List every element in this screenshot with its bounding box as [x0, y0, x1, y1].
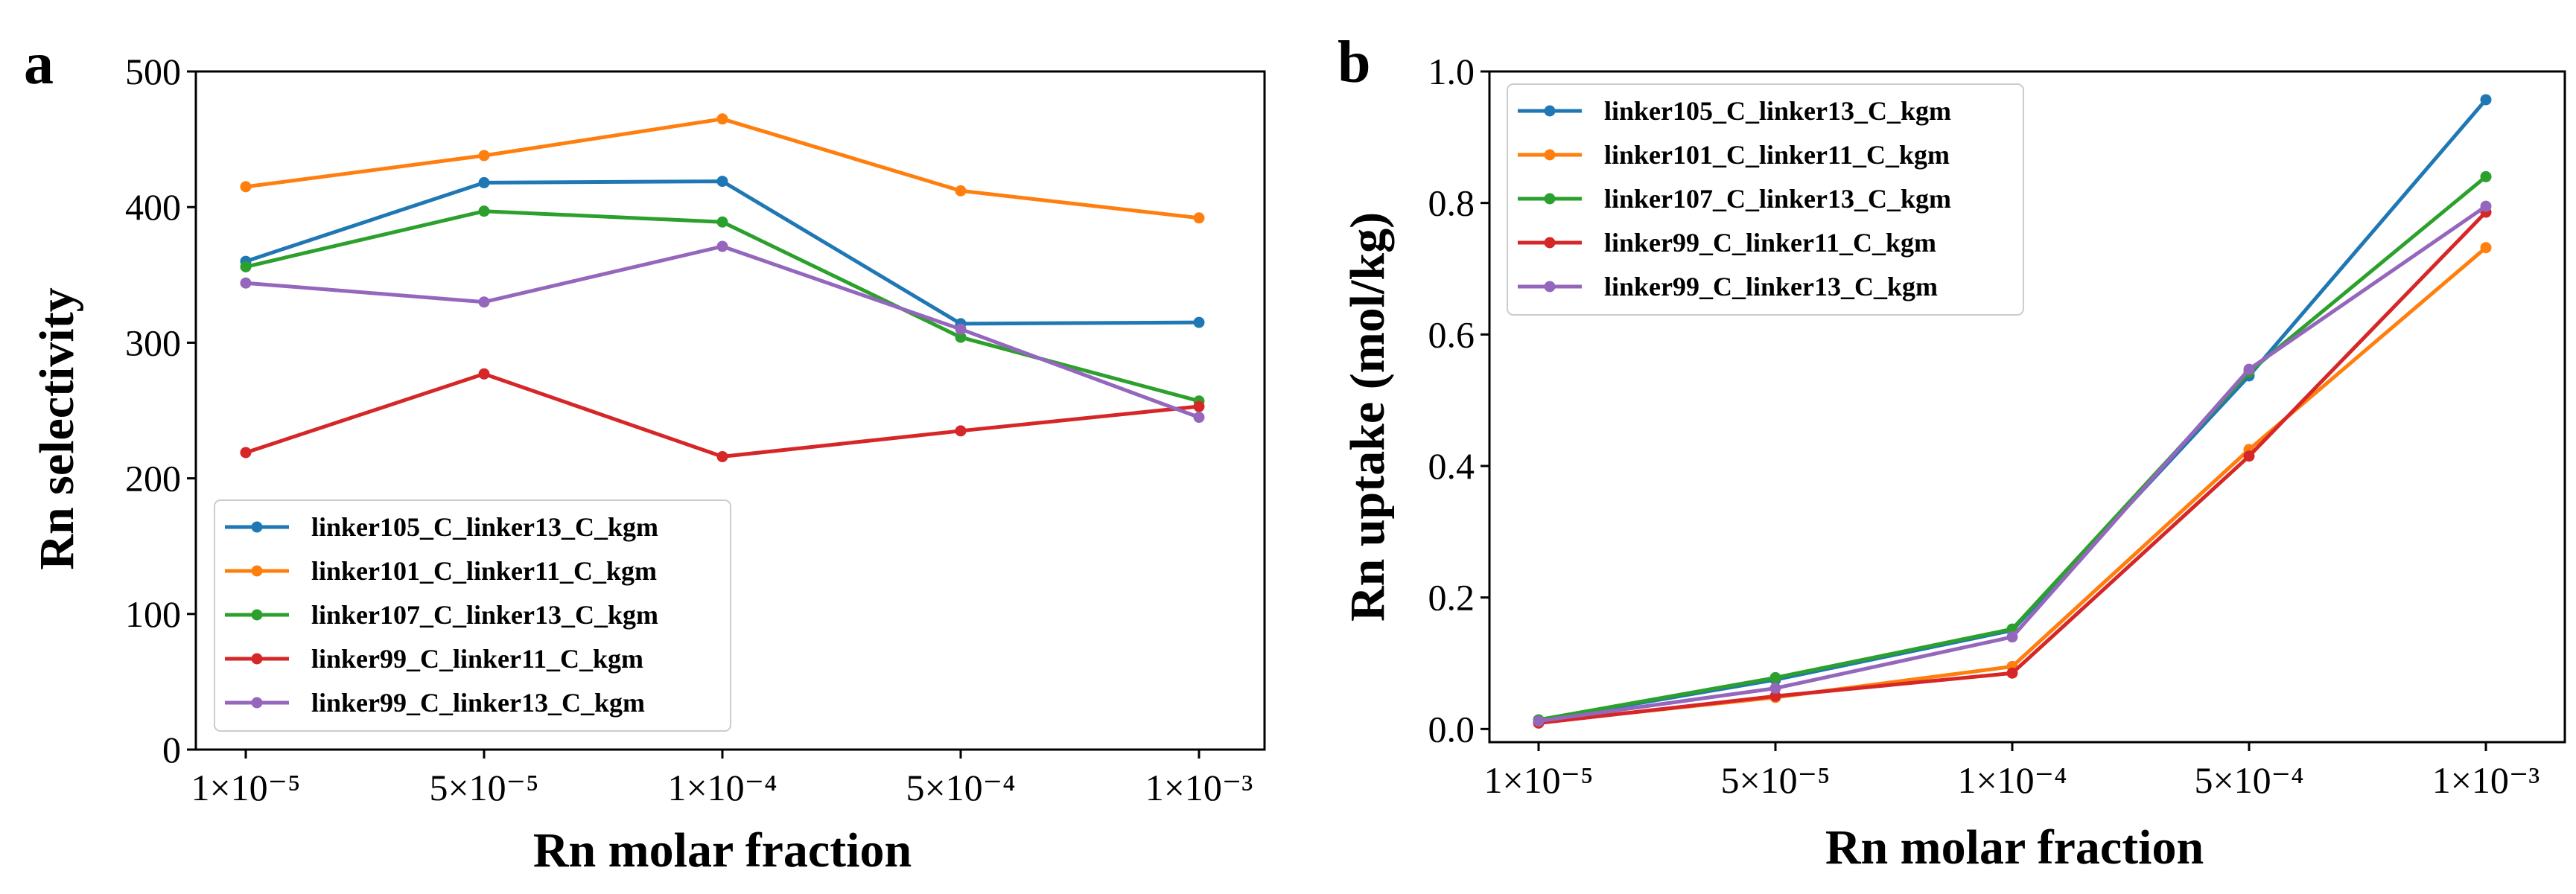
y-tick-label: 0 [162, 729, 181, 770]
y-tick-label: 400 [125, 186, 181, 228]
data-point [1193, 316, 1205, 328]
data-point [2006, 631, 2018, 643]
legend-label: linker105_C_linker13_C_kgm [1604, 96, 1951, 126]
legend-label: linker99_C_linker13_C_kgm [311, 688, 645, 718]
data-point [1193, 212, 1205, 224]
data-point [240, 261, 252, 272]
data-point [716, 240, 728, 252]
data-point [478, 205, 490, 217]
plot-frame [1488, 70, 2566, 744]
legend-label: linker101_C_linker11_C_kgm [311, 556, 657, 586]
panel-b-legend: linker105_C_linker13_C_kgm linker101_C_li… [1507, 83, 2024, 316]
y-tick-label: 200 [125, 458, 181, 499]
legend-label: linker99_C_linker11_C_kgm [1604, 228, 1936, 258]
data-point [478, 176, 490, 188]
panel-a-y-axis-title: Rn selectivity [30, 287, 84, 569]
y-tick-label: 100 [125, 593, 181, 635]
y-tick-label: 0.0 [1428, 708, 1475, 750]
data-point [478, 150, 490, 162]
data-point [2006, 667, 2018, 679]
panel-a-letter: a [24, 31, 54, 97]
data-point [2480, 200, 2492, 212]
x-tick-label: 1×10⁻⁵ [1483, 759, 1593, 801]
panel-a-legend: linker105_C_linker13_C_kgm linker101_C_li… [214, 499, 731, 732]
data-point [2480, 94, 2492, 106]
data-point [716, 113, 728, 125]
y-tick-label: 0.8 [1428, 182, 1475, 224]
x-tick-label: 5×10⁻⁵ [429, 767, 538, 808]
data-point [2480, 242, 2492, 254]
data-point [955, 425, 967, 437]
legend-marker [251, 697, 263, 709]
x-tick-label: 5×10⁻⁴ [906, 767, 1015, 808]
legend-label: linker107_C_linker13_C_kgm [311, 600, 658, 630]
data-point [955, 185, 967, 197]
data-point [478, 368, 490, 380]
data-point [1769, 683, 1781, 695]
panel-b-letter: b [1338, 30, 1371, 95]
series-line [245, 371, 1200, 459]
data-point [240, 277, 252, 289]
data-point [716, 450, 728, 462]
data-point [716, 216, 728, 228]
data-point [2243, 450, 2255, 462]
data-point [716, 176, 728, 188]
data-point [240, 447, 252, 459]
data-point [478, 296, 490, 308]
data-point [1533, 715, 1545, 727]
data-point [240, 181, 252, 193]
legend-marker [251, 653, 263, 665]
legend-label: linker105_C_linker13_C_kgm [311, 512, 658, 542]
x-tick-label: 5×10⁻⁵ [1720, 759, 1830, 801]
legend-label: linker107_C_linker13_C_kgm [1604, 184, 1951, 214]
series-line [245, 209, 1200, 403]
x-tick-label: 1×10⁻³ [1145, 767, 1253, 808]
y-tick-label: 0.2 [1428, 577, 1475, 619]
x-tick-label: 1×10⁻⁴ [1957, 759, 2067, 801]
legend-marker [1544, 105, 1556, 117]
data-point [955, 323, 967, 335]
panel-b: b Rn uptake (mol/kg) Rn molar fraction 0… [1338, 30, 2566, 875]
y-tick-label: 0.6 [1428, 313, 1475, 355]
x-tick-label: 1×10⁻⁴ [667, 767, 777, 808]
legend-box [1507, 83, 2024, 316]
data-point [2243, 363, 2255, 375]
y-tick-label: 300 [125, 322, 181, 363]
series-line [245, 117, 1200, 220]
series-line [1538, 246, 2487, 724]
x-tick-label: 5×10⁻⁴ [2194, 759, 2303, 801]
panel-a: a Rn selectivity Rn molar fraction 0 100 2… [24, 31, 1266, 878]
data-point [1769, 690, 1781, 702]
legend-marker [251, 565, 263, 577]
legend-marker [251, 521, 263, 533]
panel-b-x-axis-title: Rn molar fraction [1825, 820, 2204, 875]
y-tick-label: 500 [125, 51, 181, 92]
panel-a-plot-layer: 0 100 200 300 400 500 1×10⁻⁵ 5×10⁻⁵ 1×10⁻⁴ 5×10⁻⁴… [125, 51, 1266, 808]
panel-b-plot-layer: 0.0 0.2 0.4 0.6 0.8 1.0 1×10⁻⁵ 5×10⁻⁵ 1×10⁻⁴ 5×10… [1428, 51, 2566, 801]
y-tick-label: 0.4 [1428, 445, 1475, 487]
data-point [1193, 412, 1205, 424]
legend-box [214, 499, 731, 732]
x-tick-label: 1×10⁻³ [2432, 759, 2540, 801]
legend-label: linker99_C_linker11_C_kgm [311, 644, 643, 674]
legend-marker [1544, 149, 1556, 161]
data-point [1769, 671, 1781, 683]
plot-frame [194, 70, 1266, 751]
x-tick-label: 1×10⁻⁵ [191, 767, 300, 808]
panel-b-y-axis-title: Rn uptake (mol/kg) [1341, 212, 1395, 622]
data-point [2480, 170, 2492, 182]
legend-marker [1544, 237, 1556, 249]
legend-marker [1544, 193, 1556, 205]
series-line [245, 244, 1200, 419]
data-point [1193, 400, 1205, 412]
legend-marker [251, 609, 263, 621]
legend-marker [1544, 281, 1556, 293]
panel-a-x-axis-title: Rn molar fraction [533, 823, 912, 878]
legend-label: linker101_C_linker11_C_kgm [1604, 140, 1950, 170]
y-tick-label: 1.0 [1428, 51, 1475, 92]
data-point [955, 331, 967, 343]
legend-label: linker99_C_linker13_C_kgm [1604, 272, 1938, 301]
